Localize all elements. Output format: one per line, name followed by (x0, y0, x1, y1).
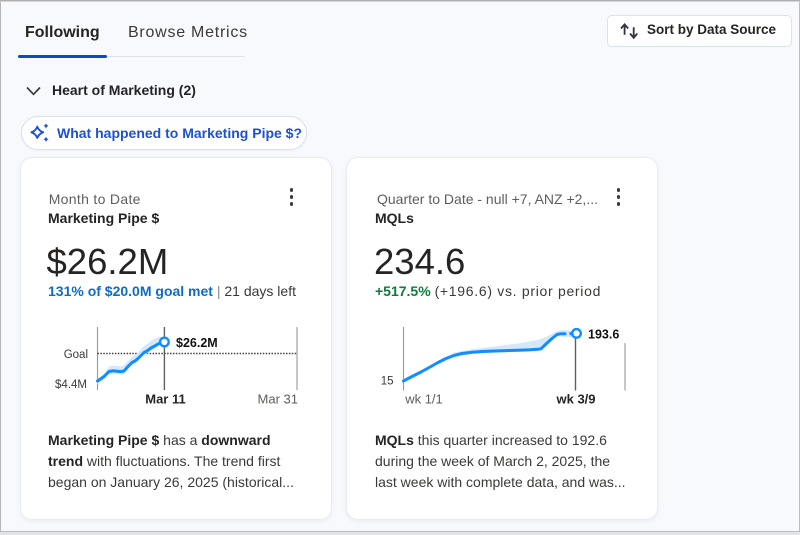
svg-text:wk 1/1: wk 1/1 (404, 392, 443, 407)
svg-text:$26.2M: $26.2M (176, 336, 218, 350)
svg-text:wk 3/9: wk 3/9 (555, 392, 595, 407)
svg-text:193.6: 193.6 (588, 328, 619, 342)
svg-text:15: 15 (381, 376, 394, 388)
svg-text:Mar 11: Mar 11 (145, 392, 185, 407)
svg-text:Mar 31: Mar 31 (258, 392, 298, 407)
svg-text:Goal: Goal (64, 349, 88, 361)
svg-text:$4.4M: $4.4M (55, 379, 87, 391)
